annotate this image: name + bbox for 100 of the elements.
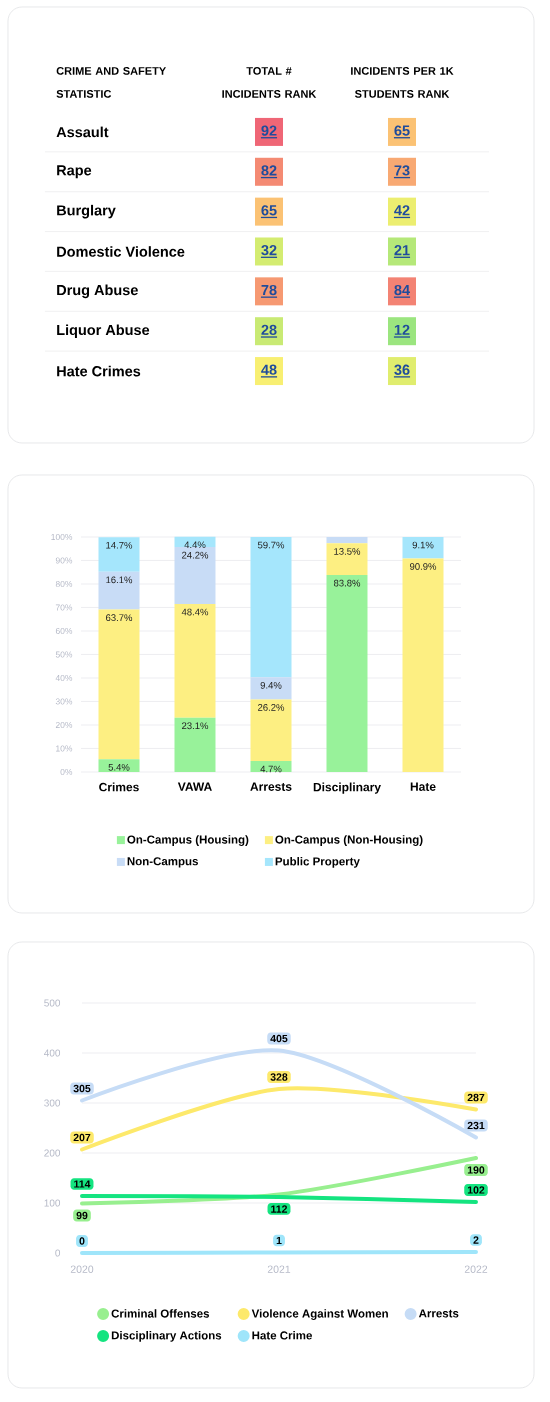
bar <box>98 609 140 760</box>
x-tick-label: 2021 <box>267 1265 291 1273</box>
y-tick-label: Burglary <box>57 204 116 219</box>
legend-label: On-Campus (Non-Housing) <box>275 835 423 846</box>
x-tick-label: VAWA <box>177 782 212 791</box>
data-label: 231 <box>467 1121 485 1130</box>
bar <box>174 603 216 718</box>
bar <box>250 760 292 772</box>
bar <box>402 536 444 559</box>
data-label: 42 <box>394 205 410 216</box>
y-tick-label: 0 <box>55 1249 61 1257</box>
data-label: 84 <box>394 284 410 296</box>
data-label: 207 <box>73 1133 91 1142</box>
data-label: 12 <box>394 324 410 335</box>
bar <box>250 536 292 678</box>
bar <box>326 536 368 544</box>
data-label: 73 <box>394 165 410 176</box>
data-label: 9.4% <box>260 681 282 689</box>
y-tick-label: 90% <box>55 557 73 564</box>
legend-label: On-Campus (Housing) <box>127 835 249 846</box>
bar <box>326 575 368 772</box>
data-label: 305 <box>73 1084 91 1093</box>
x-tick-label: Crimes <box>99 782 139 792</box>
bar <box>98 537 140 572</box>
data-label: 14.7% <box>106 541 133 549</box>
x-tick-label: Arrests <box>250 782 292 791</box>
data-label: 65 <box>394 125 410 136</box>
x-tick-label: 2022 <box>464 1265 488 1273</box>
y-tick-label: 100% <box>51 533 73 540</box>
data-label: 23.1% <box>182 722 209 730</box>
bar <box>250 677 292 700</box>
y-tick-label: 100 <box>44 1199 61 1207</box>
legend-label: Hate Crime <box>252 1331 312 1340</box>
data-label: 36 <box>394 364 410 375</box>
legend-label: Disciplinary Actions <box>111 1331 222 1342</box>
bar <box>98 759 140 772</box>
bar <box>174 547 216 604</box>
data-label: 99 <box>76 1211 88 1220</box>
y-tick-label: 500 <box>44 999 61 1007</box>
y-tick-label: 400 <box>44 1049 61 1057</box>
data-label: 9.1% <box>412 541 434 549</box>
y-tick-label: 70% <box>55 604 73 611</box>
data-label: 48 <box>261 364 277 375</box>
y-tick-label: 30% <box>55 698 73 705</box>
data-label: 90.9% <box>409 563 437 570</box>
bar <box>250 699 292 761</box>
legend-label: Non-Campus <box>127 857 198 868</box>
legend-label: Criminal Offenses <box>111 1309 210 1318</box>
y-tick-label: 300 <box>44 1099 61 1107</box>
data-label: 405 <box>270 1034 288 1043</box>
y-tick-label: Assault <box>56 126 109 138</box>
y-tick-label: Domestic Violence <box>57 246 185 257</box>
y-tick-label: 50% <box>55 651 73 658</box>
data-label: 63.7% <box>106 614 133 622</box>
category-label: TOTAL # INCIDENTS RANK <box>222 67 317 98</box>
x-tick-label: 2020 <box>70 1265 94 1273</box>
data-label: 16.1% <box>106 576 133 584</box>
data-label: 26.2% <box>258 704 285 711</box>
y-tick-label: Rape <box>57 165 92 179</box>
legend-label: Violence Against Women <box>251 1309 388 1320</box>
data-label: 32 <box>261 245 277 256</box>
y-tick-label: 40% <box>55 674 73 681</box>
data-label: 2 <box>473 1236 479 1244</box>
bar <box>402 558 444 772</box>
data-label: 21 <box>394 245 410 256</box>
data-label: 114 <box>74 1180 91 1188</box>
bar <box>326 543 368 576</box>
data-label: 4.4% <box>184 541 206 549</box>
data-label: 5.4% <box>108 764 130 771</box>
legend-label: Public Property <box>275 857 360 868</box>
data-label: 82 <box>261 165 277 176</box>
data-label: 190 <box>467 1166 485 1174</box>
data-label: 328 <box>270 1073 288 1081</box>
legend-label: Arrests <box>418 1309 459 1318</box>
y-tick-label: 20% <box>55 721 73 728</box>
data-label: 59.7% <box>257 541 285 549</box>
text: CRIME AND SAFETY STATISTIC <box>56 67 166 98</box>
bar <box>174 717 216 772</box>
data-label: 83.8% <box>333 579 361 587</box>
data-label: 102 <box>467 1186 485 1194</box>
data-label: 92 <box>261 125 277 136</box>
x-tick-label: Disciplinary <box>313 782 381 794</box>
y-tick-label: 60% <box>55 627 73 634</box>
bar <box>98 571 140 610</box>
data-label: 48.4% <box>181 608 209 616</box>
data-label: 24.2% <box>182 551 209 559</box>
y-tick-label: Hate Crimes <box>57 365 141 377</box>
data-label: 4.7% <box>260 765 282 773</box>
data-label: 13.5% <box>334 548 361 555</box>
data-label: 65 <box>261 205 277 216</box>
data-label: 1 <box>276 1236 282 1245</box>
y-tick-label: Liquor Abuse <box>57 324 150 338</box>
category-label: INCIDENTS PER 1K STUDENTS RANK <box>351 67 454 98</box>
data-label: 28 <box>261 324 277 336</box>
y-tick-label: 80% <box>55 580 73 587</box>
y-tick-label: 200 <box>44 1149 61 1157</box>
data-label: 112 <box>271 1205 288 1213</box>
y-tick-label: Drug Abuse <box>57 284 138 299</box>
data-label: 287 <box>467 1093 485 1102</box>
data-label: 78 <box>261 284 277 296</box>
